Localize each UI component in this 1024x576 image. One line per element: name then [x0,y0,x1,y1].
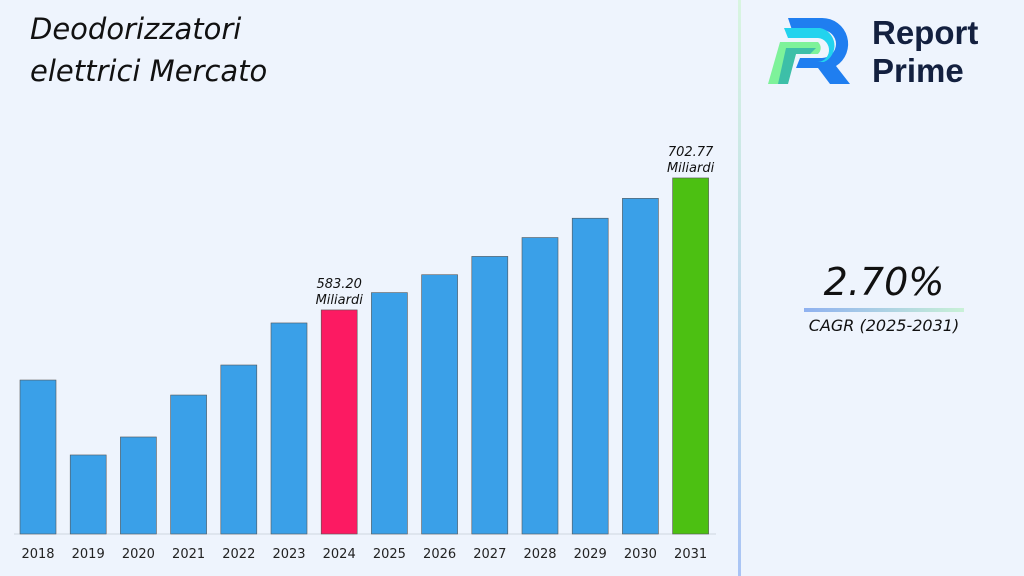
logo-line-2: Prime [872,52,964,89]
logo-line-1: Report [872,14,979,51]
x-tick-label: 2022 [222,547,255,562]
x-tick-label: 2027 [473,547,506,562]
x-tick-label: 2020 [122,547,155,562]
logo-text: Report Prime [872,14,978,90]
x-tick-label: 2031 [674,547,707,562]
bar-2020 [120,436,157,535]
bar-2025 [371,292,408,535]
divider [738,0,741,576]
bar-2024 [320,309,358,535]
x-tick-label: 2025 [373,547,406,562]
bar-2023 [270,322,308,535]
bar-2029 [571,217,609,535]
bar-2030 [622,198,659,535]
bar-2021 [170,394,207,535]
x-tick-label: 2018 [21,547,54,562]
x-tick-label: 2021 [172,547,205,562]
bar-2019 [69,454,107,535]
bar-2018 [19,379,57,535]
report-prime-logo-icon [768,17,850,84]
x-tick-label: 2023 [272,547,305,562]
x-tick-label: 2026 [423,547,456,562]
cagr-underline [804,308,964,312]
bar-2028 [521,237,559,535]
x-tick-label: 2029 [574,547,607,562]
data-label-value: 702.77 [668,145,714,160]
data-label-unit: Miliardi [316,293,364,308]
cagr-value: 2.70% [823,260,945,304]
x-tick-label: 2028 [523,547,556,562]
bar-2022 [220,364,258,535]
chart-title: Deodorizzatori elettrici Mercato [30,12,268,88]
bar-2026 [421,274,458,535]
bar-2027 [471,256,509,535]
data-label-unit: Miliardi [667,161,715,176]
x-tick-label: 2030 [624,547,657,562]
data-label-value: 583.20 [316,277,362,292]
bar-chart: 2018 2019 2020 2021 2022 2023 2024583.20Miliar… [14,145,716,562]
x-tick-label: 2019 [72,547,105,562]
cagr-label: CAGR (2025-2031) [808,316,960,335]
x-tick-label: 2024 [323,547,356,562]
bar-2031 [672,177,709,535]
